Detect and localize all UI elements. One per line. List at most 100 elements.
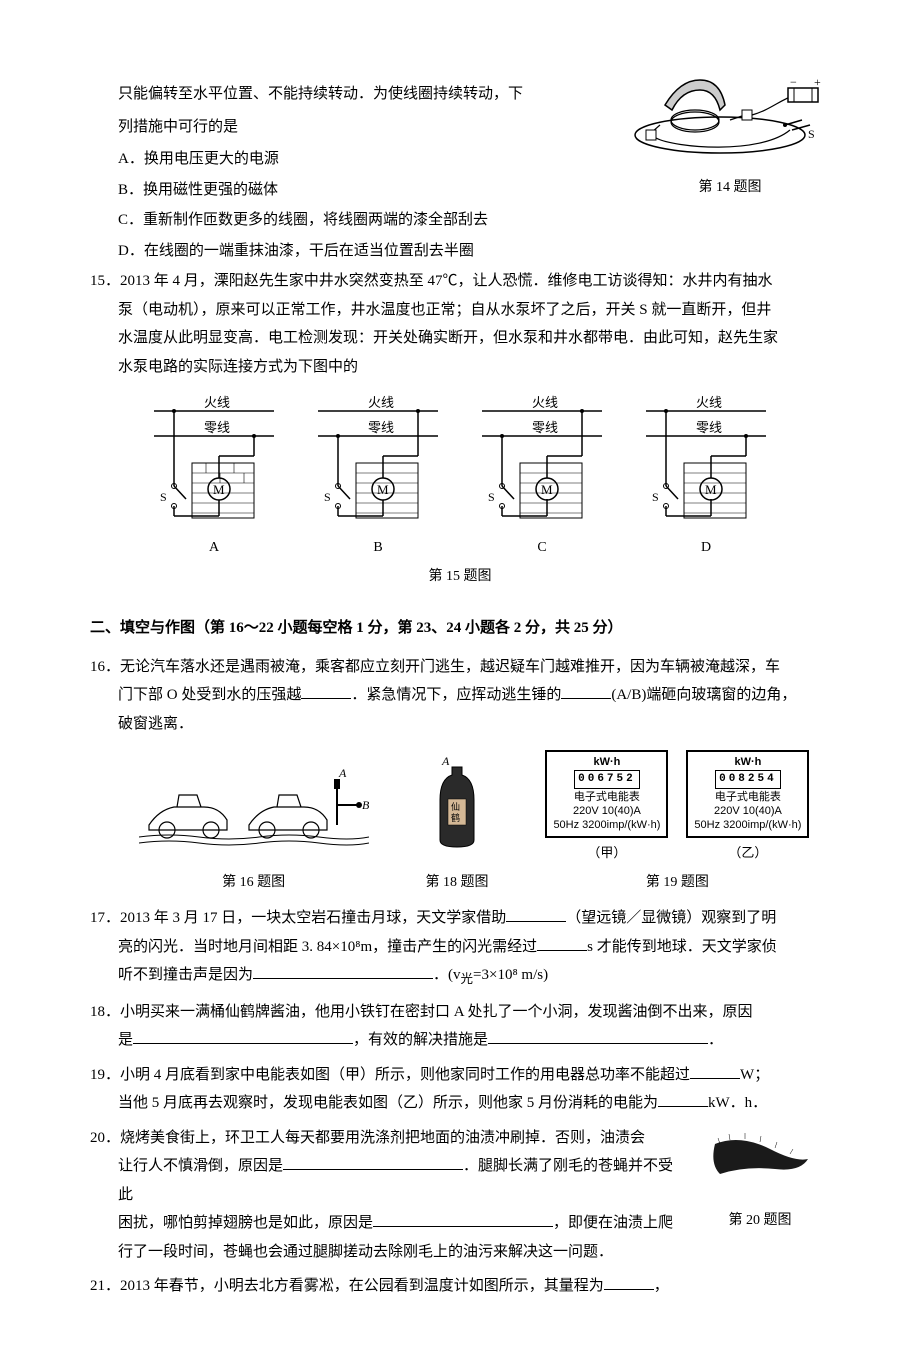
svg-text:零线: 零线 [204, 420, 230, 435]
svg-text:M: M [541, 482, 553, 497]
q20-t4: 行了一段时间，苍蝇也会通过腿脚搓动去除刚毛上的油污来解决这一问题． [118, 1238, 830, 1267]
q19-number: 19． [90, 1067, 120, 1083]
q17-sub: 光 [461, 972, 474, 986]
circuit-c-label: C [472, 535, 612, 562]
svg-text:火线: 火线 [204, 395, 230, 410]
q16-number: 16． [90, 659, 120, 675]
q18-t2b: ，有效的解决措施是 [353, 1032, 488, 1048]
svg-text:火线: 火线 [532, 395, 558, 410]
q17-number: 17． [90, 910, 120, 926]
q15-text3: 水温度从此明显变高．电工检测发现：开关处确实断开，但水泵和井水都带电．由此可知，… [118, 324, 830, 353]
q21-number: 21． [90, 1278, 120, 1294]
q20-t3b: ，即便在油渍上爬 [553, 1215, 673, 1231]
svg-text:零线: 零线 [696, 420, 722, 435]
q16-text2a: 门下部 O 处受到水的压强越 [118, 687, 301, 703]
circuit-c: 火线 零线 M S C [472, 391, 612, 562]
section-2-title: 二、填空与作图（第 16～22 小题每空格 1 分，第 23、24 小题各 2 … [90, 614, 830, 643]
q21-t1a: 2013 年春节，小明去北方看雾凇，在公园看到温度计如图所示，其量程为 [120, 1278, 604, 1294]
q21-t1b: ， [654, 1278, 669, 1294]
q20-blank2[interactable] [373, 1211, 553, 1228]
fig15-caption: 第 15 题图 [90, 564, 830, 591]
svg-text:零线: 零线 [368, 420, 394, 435]
q14-opt-c: C．重新制作匝数更多的线圈，将线圈两端的漆全部刮去 [118, 206, 830, 235]
q20-t3a: 困扰，哪怕剪掉翅膀也是如此，原因是 [118, 1215, 373, 1231]
svg-text:+: + [814, 75, 821, 89]
svg-text:A: A [441, 755, 450, 768]
q17-blank1[interactable] [506, 906, 566, 923]
motor-diagram: − + S [630, 60, 830, 160]
q15-number: 15． [90, 273, 120, 289]
q15-text1: 2013 年 4 月，溧阳赵先生家中井水突然变热至 47℃，让人恐慌．维修电工访… [120, 273, 773, 289]
svg-text:S: S [488, 490, 495, 504]
question-20-figure: 第 20 题图 [690, 1124, 830, 1235]
svg-text:鹤: 鹤 [451, 812, 460, 823]
q18-t2c: ． [708, 1032, 723, 1048]
svg-text:M: M [377, 482, 389, 497]
question-17: 17．2013 年 3 月 17 日，一块太空岩石撞击月球，天文学家借助 （望远镜… [90, 904, 830, 992]
q18-blank2[interactable] [488, 1028, 708, 1045]
circuit-d-label: D [636, 535, 776, 562]
q17-blank3[interactable] [253, 963, 433, 980]
q18-t1: 小明买来一满桶仙鹤牌酱油，他用小铁钉在密封口 A 处扎了一个小洞，发现酱油倒不出… [120, 1004, 753, 1020]
svg-text:A: A [338, 766, 347, 780]
q21-blank1[interactable] [604, 1274, 654, 1291]
svg-text:−: − [790, 75, 797, 89]
q16-text3: 破窗逃离． [118, 710, 830, 739]
q14-opt-d: D．在线圈的一端重抹油漆，干后在适当位置刮去半圈 [118, 237, 830, 266]
q18-t2a: 是 [118, 1032, 133, 1048]
svg-text:零线: 零线 [532, 420, 558, 435]
q15-text4: 水泵电路的实际连接方式为下图中的 [118, 353, 830, 382]
fig18-caption: 第 18 题图 [389, 870, 525, 897]
question-21: 21．2013 年春节，小明去北方看雾凇，在公园看到温度计如图所示，其量程为 ， [90, 1272, 830, 1301]
q17-t1a: 2013 年 3 月 17 日，一块太空岩石撞击月球，天文学家借助 [120, 910, 506, 926]
q18-number: 18． [90, 1004, 120, 1020]
q20-t1: 烧烤美食街上，环卫工人每天都要用洗涤剂把地面的油渍冲刷掉．否则，油渍会 [120, 1130, 645, 1146]
q19-blank2[interactable] [658, 1091, 708, 1108]
q20-number: 20． [90, 1130, 120, 1146]
q17-t3b: ．(v [433, 967, 461, 983]
question-18: 18．小明买来一满桶仙鹤牌酱油，他用小铁钉在密封口 A 处扎了一个小洞，发现酱油… [90, 998, 830, 1055]
svg-text:S: S [160, 490, 167, 504]
q20-blank1[interactable] [283, 1154, 463, 1171]
q15-text2: 泵（电动机），原来可以正常工作，井水温度也正常；自从水泵坏了之后，开关 S 就一… [118, 296, 830, 325]
circuit-a: 火线 零线 S M [144, 391, 284, 562]
circuit-b: 火线 零线 S M B [308, 391, 448, 562]
q18-blank1[interactable] [133, 1028, 353, 1045]
q19-t1a: 小明 4 月底看到家中电能表如图（甲）所示，则他家同时工作的用电器总功率不能超过 [120, 1067, 690, 1083]
fig18: A 仙 鹤 第 18 题图 [389, 755, 525, 896]
svg-text:S: S [324, 490, 331, 504]
fig19: kW·h 006752 电子式电能表 220V 10(40)A 50Hz 320… [525, 750, 830, 896]
q16-blank2[interactable] [561, 683, 611, 700]
q19-blank1[interactable] [690, 1062, 740, 1079]
question-19: 19．小明 4 月底看到家中电能表如图（甲）所示，则他家同时工作的用电器总功率不… [90, 1061, 830, 1118]
fig14-caption: 第 14 题图 [630, 175, 830, 202]
q15-circuit-row: 火线 零线 S M [90, 391, 830, 562]
fig19-caption: 第 19 题图 [525, 870, 830, 897]
question-15: 15．2013 年 4 月，溧阳赵先生家中井水突然变热至 47℃，让人恐慌．维修… [90, 267, 830, 381]
q17-blank2[interactable] [537, 934, 587, 951]
fig-row-16-18-19: A B 第 16 题图 A 仙 鹤 第 18 题图 kW·h 006752 电子… [118, 750, 830, 896]
q17-t1b: （望远镜／显微镜）观察到了明 [566, 910, 776, 926]
svg-text:仙: 仙 [451, 801, 460, 812]
q17-t2b: s 才能传到地球．天文学家侦 [587, 939, 777, 955]
fig16: A B 第 16 题图 [118, 765, 389, 896]
q19-t2b: kW．h． [708, 1095, 767, 1111]
fig16-caption: 第 16 题图 [118, 870, 389, 897]
fig20-caption: 第 20 题图 [690, 1208, 830, 1235]
q19-t2a: 当他 5 月底再去观察时，发现电能表如图（乙）所示，则他家 5 月份消耗的电能为 [118, 1095, 658, 1111]
svg-text:火线: 火线 [696, 395, 722, 410]
q17-t3a: 听不到撞击声是因为 [118, 967, 253, 983]
meter-yi: kW·h 008254 电子式电能表 220V 10(40)A 50Hz 320… [686, 750, 809, 865]
q17-t2a: 亮的闪光．当时地月间相距 3. 84×10⁸m，撞击产生的闪光需经过 [118, 939, 537, 955]
q20-t2a: 让行人不慎滑倒，原因是 [118, 1158, 283, 1174]
svg-text:M: M [213, 482, 225, 497]
question-14-figure: − + S 第 14 题图 [630, 60, 830, 201]
q16-text2c: (A/B)端砸向玻璃窗的边角， [611, 687, 796, 703]
q16-text2b: ．紧急情况下，应挥动逃生锤的 [351, 687, 561, 703]
svg-text:S: S [652, 490, 659, 504]
circuit-d: 火线 零线 M S D [636, 391, 776, 562]
q16-blank1[interactable] [301, 683, 351, 700]
circuit-a-label: A [144, 535, 284, 562]
svg-text:B: B [362, 798, 369, 812]
q16-text1: 无论汽车落水还是遇雨被淹，乘客都应立刻开门逃生，越迟疑车门越难推开，因为车辆被淹… [120, 659, 780, 675]
